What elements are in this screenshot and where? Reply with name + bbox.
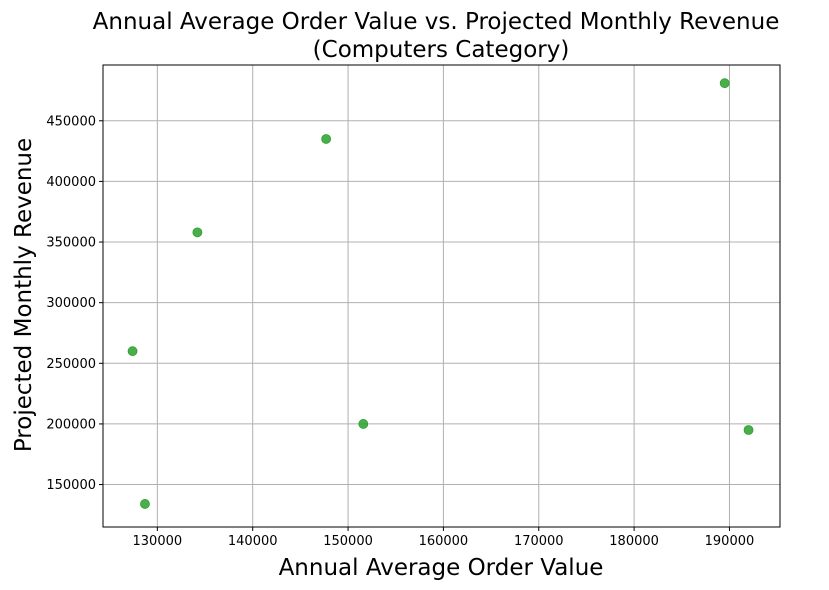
y-tick-label: 400000: [46, 175, 96, 190]
x-tick-label: 160000: [419, 534, 469, 549]
x-axis-label: Annual Average Order Value: [279, 555, 604, 581]
plot-frame: [102, 64, 781, 528]
y-tick-label: 450000: [46, 114, 96, 129]
y-tick-label: 250000: [46, 357, 96, 372]
x-tick-label: 140000: [228, 534, 278, 549]
x-tick-label: 190000: [705, 534, 755, 549]
x-tick-label: 130000: [133, 534, 183, 549]
data-point: [358, 419, 369, 429]
data-point: [192, 227, 203, 238]
x-tick-label: 180000: [609, 534, 659, 549]
x-tick-label: 150000: [323, 534, 373, 549]
y-tick-label: 150000: [46, 478, 96, 493]
y-tick-label: 350000: [46, 236, 96, 251]
x-tick-label: 170000: [514, 534, 564, 549]
data-point: [321, 134, 332, 144]
grid: [103, 65, 780, 527]
data-points: [127, 78, 754, 509]
data-point: [140, 499, 150, 509]
data-point: [127, 346, 138, 357]
y-tick-label: 300000: [46, 296, 96, 311]
data-point: [719, 78, 730, 89]
y-axis-label: Projected Monthly Revenue: [11, 138, 37, 452]
chart-title-line1: Annual Average Order Value vs. Projected…: [93, 9, 780, 35]
data-point: [743, 425, 754, 435]
chart-title-line2: (Computers Category): [313, 37, 570, 63]
axis-ticks: 130000 140000 150000 160000 170000 180000 1900…: [46, 114, 754, 549]
y-tick-label: 200000: [46, 417, 96, 432]
